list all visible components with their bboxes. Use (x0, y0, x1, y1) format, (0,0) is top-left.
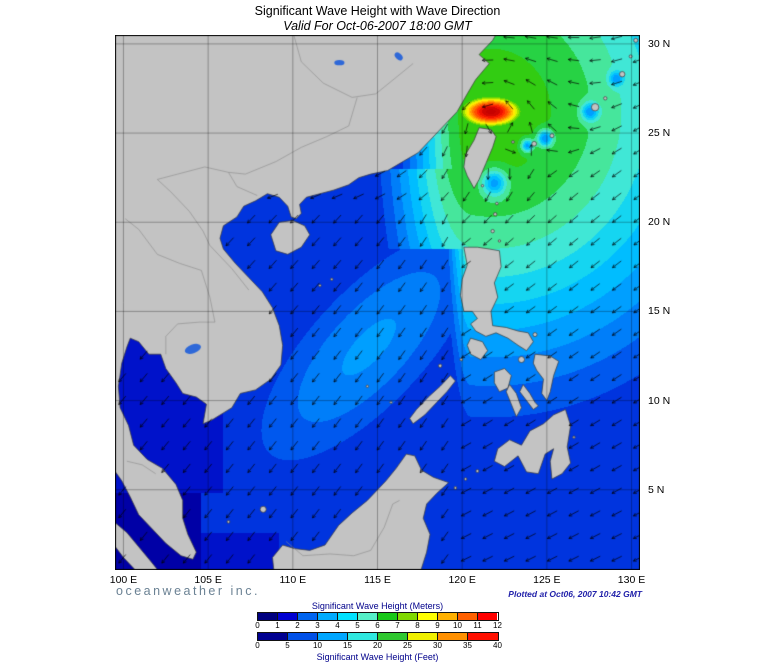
legend-tick-label: 4 (335, 621, 340, 630)
legend-tick-label: 8 (415, 621, 420, 630)
legend-ticks-feet: 0 5 10 15 20 25 30 35 40 (255, 641, 502, 651)
legend-tick-label: 6 (375, 621, 380, 630)
legend-title-feet: Significant Wave Height (Feet) (316, 652, 439, 662)
legend-color-segment (356, 613, 377, 620)
legend-color-segment (276, 613, 297, 620)
lat-tick-label: 15 N (648, 305, 671, 318)
chart-title: Significant Wave Height with Wave Direct… (254, 4, 501, 18)
legend-color-segment (346, 633, 377, 640)
lon-tick-label: 125 E (533, 574, 561, 586)
legend-title-meters: Significant Wave Height (Meters) (311, 601, 444, 611)
legend-tick-label: 15 (343, 641, 352, 650)
legend-tick-label: 2 (295, 621, 300, 630)
legend-color-segment (316, 633, 347, 640)
legend-tick-label: 5 (285, 641, 290, 650)
legend-tick-label: 1 (275, 621, 280, 630)
lon-tick-label: 130 E (617, 574, 646, 586)
legend-color-segment (377, 633, 408, 640)
legend-tick-label: 11 (473, 621, 482, 630)
legend-color-segment (457, 613, 478, 620)
lat-tick-label: 10 N (648, 394, 671, 407)
legend-tick-label: 5 (355, 621, 360, 630)
lat-tick-label: 5 N (648, 483, 665, 496)
legend-color-segment (437, 613, 458, 620)
legend-tick-label: 25 (403, 641, 412, 650)
oceanweather-branding: oceanweather inc. (116, 584, 260, 598)
chart-valid-time: Valid For Oct-06-2007 18:00 GMT (283, 19, 472, 33)
legend-color-segment (336, 613, 357, 620)
legend-tick-label: 0 (255, 621, 260, 630)
legend-colorbar-feet (256, 632, 499, 641)
legend-tick-label: 40 (493, 641, 502, 650)
legend-tick-label: 35 (463, 641, 472, 650)
legend-tick-label: 7 (395, 621, 400, 630)
wave-height-map (115, 35, 640, 570)
legend-color-segment (286, 633, 317, 640)
legend-color-segment (257, 633, 287, 640)
legend-tick-label: 30 (433, 641, 442, 650)
lat-tick-label: 30 N (648, 37, 671, 50)
legend-tick-label: 10 (453, 621, 462, 630)
legend-tick-label: 10 (313, 641, 322, 650)
legend-color-segment (257, 613, 277, 620)
legend-color-segment (467, 633, 498, 640)
legend-tick-label: 12 (493, 621, 502, 630)
lon-tick-label: 120 E (448, 574, 476, 586)
legend-color-segment (397, 613, 418, 620)
lon-tick-label: 110 E (279, 574, 307, 586)
legend-ticks-meters: 0 1 2 3 4 5 6 7 8 9 10 11 12 (255, 621, 502, 631)
legend-tick-label: 9 (435, 621, 440, 630)
legend-color-segment (437, 633, 468, 640)
legend-color-segment (477, 613, 498, 620)
legend-color-segment (407, 633, 438, 640)
lon-tick-label: 115 E (364, 574, 391, 586)
legend-tick-label: 3 (315, 621, 320, 630)
plotted-timestamp: Plotted at Oct06, 2007 10:42 GMT (508, 589, 642, 599)
legend-colorbar-meters (256, 612, 499, 621)
legend-color-segment (376, 613, 398, 620)
lat-tick-label: 25 N (648, 127, 671, 140)
legend-color-segment (296, 613, 317, 620)
lat-tick-label: 20 N (648, 216, 671, 229)
legend-color-segment (417, 613, 438, 620)
legend-tick-label: 20 (373, 641, 382, 650)
legend-tick-label: 0 (255, 641, 260, 650)
legend-color-segment (316, 613, 337, 620)
